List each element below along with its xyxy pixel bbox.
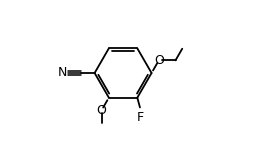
Text: N: N — [58, 66, 67, 80]
Text: O: O — [154, 54, 164, 67]
Text: O: O — [97, 104, 107, 117]
Text: F: F — [136, 111, 144, 124]
